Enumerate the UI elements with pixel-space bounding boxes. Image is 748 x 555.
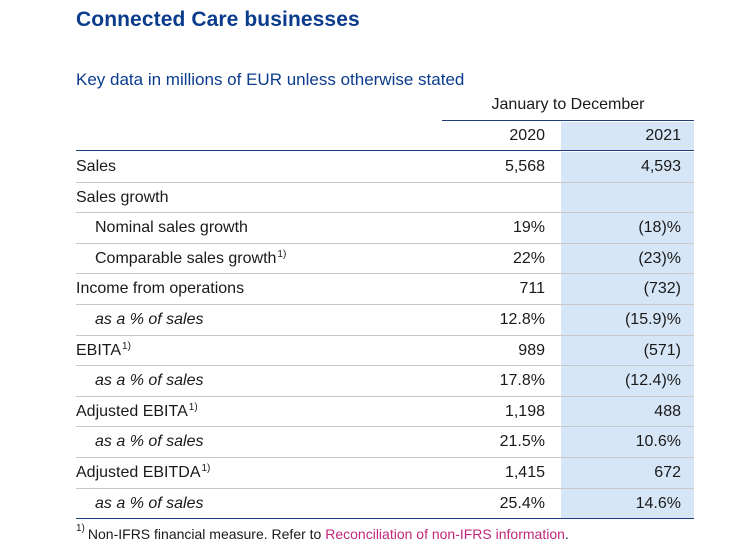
header-divider [76,150,694,151]
table-row: Nominal sales growth 19% (18)% [76,213,694,244]
footnote: 1) Non-IFRS financial measure. Refer to R… [76,523,569,542]
value-2020: 989 [518,341,545,359]
table-row: Sales growth [76,182,694,214]
value-2021: 4,593 [561,152,694,182]
period-divider [442,120,694,121]
table-row: Adjusted EBITDA1) 1,415 672 [76,457,694,489]
footnote-marker: 1) [76,523,85,534]
value-2021: (732) [561,274,694,304]
table-row: as a % of sales 25.4% 14.6% [76,488,694,520]
value-2021: (12.4)% [561,366,694,396]
value-2021: 672 [561,457,694,488]
value-2020: 1,415 [504,463,545,481]
footnote-marker: 1) [122,340,131,352]
period-header: January to December [491,96,645,113]
value-2020: 5,568 [504,158,545,175]
value-2021: 488 [561,396,694,427]
value-2020: 22% [512,249,545,267]
reconciliation-link[interactable]: Reconciliation of non-IFRS information [325,526,565,542]
value-2021: (15.9)% [561,304,694,335]
table-row: Sales 5,568 4,593 [76,152,694,183]
table-row: Comparable sales growth1) 22% (23)% [76,243,694,275]
footnote-marker: 1) [188,401,198,413]
row-label: as a % of sales [95,433,204,451]
row-label: as a % of sales [95,494,204,512]
row-label: as a % of sales [95,310,204,328]
table-caption: Key data in millions of EUR unless other… [76,70,465,89]
value-2020: 25.4% [499,494,545,512]
value-2021: 10.6% [561,427,694,457]
table-row: Income from operations 711 (732) [76,274,694,305]
value-2021: (18)% [561,213,694,243]
value-2020: 17.8% [499,372,545,390]
table-row: as a % of sales 12.8% (15.9)% [76,304,694,336]
table-row: EBITA1) 989 (571) [76,335,694,367]
footnote-marker: 1) [201,462,211,474]
footnote-end: . [564,526,569,542]
table-row: Adjusted EBITA1) 1,198 488 [76,396,694,428]
row-label: Nominal sales growth [95,219,248,237]
row-label: as a % of sales [95,372,204,390]
value-2021 [561,182,694,213]
value-2020: 19% [512,219,545,237]
value-2021: (23)% [561,243,694,274]
footnote-marker: 1) [277,248,287,260]
value-2021: 14.6% [561,488,694,519]
row-label: Income from operations [76,280,245,298]
value-2020 [442,183,558,212]
table-row: as a % of sales 21.5% 10.6% [76,427,694,458]
value-2020: 1,198 [504,402,545,420]
value-2021: (571) [561,335,694,366]
table-row: as a % of sales 17.8% (12.4)% [76,366,694,397]
row-label: Adjusted EBITDA1) [76,462,211,481]
footnote-text: Non-IFRS financial measure. Refer to [87,526,322,542]
value-2020: 21.5% [499,433,545,451]
row-label: Sales [76,158,117,175]
row-label: Comparable sales growth1) [95,248,287,267]
row-label: Sales growth [76,188,169,206]
column-header-2021: 2021 [561,122,694,150]
row-label: EBITA1) [76,340,131,359]
value-2020: 711 [519,280,545,298]
value-2020: 12.8% [499,310,545,328]
column-header-2020: 2020 [509,127,545,144]
row-label: Adjusted EBITA1) [76,401,198,420]
page-title: Connected Care businesses [76,8,360,31]
key-data-table: Sales 5,568 4,593 Sales growth Nominal s… [76,152,694,520]
